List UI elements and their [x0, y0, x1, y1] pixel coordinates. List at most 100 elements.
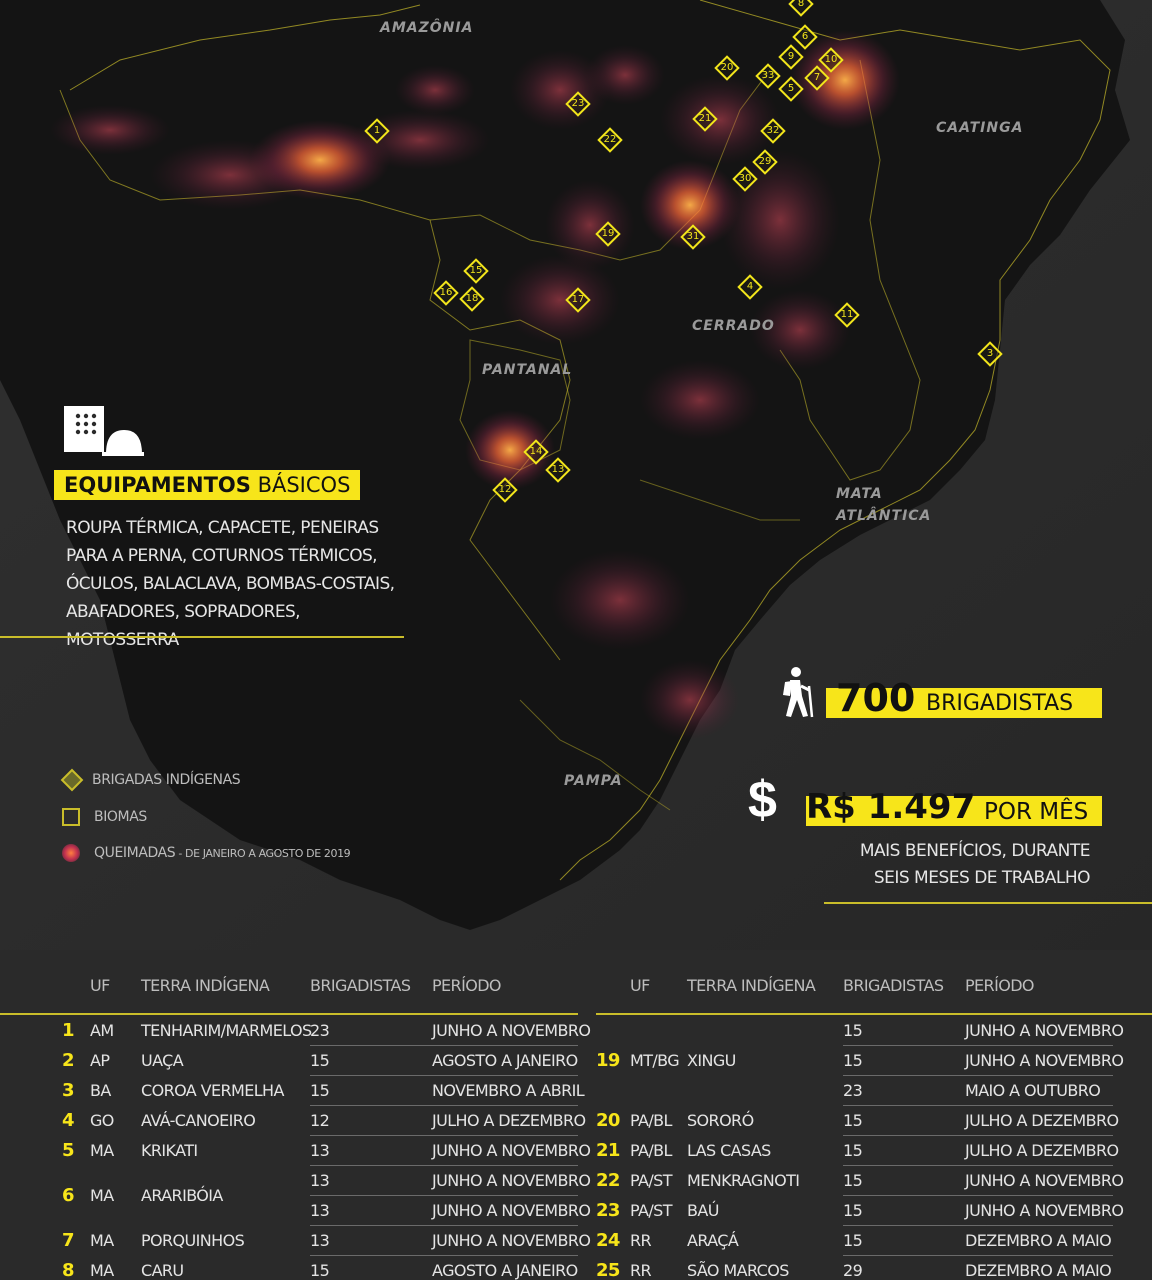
row-terra: PORQUINHOS	[141, 1231, 245, 1250]
row-brigadistas: 15	[843, 1171, 863, 1190]
row-periodo: DEZEMBRO A MAIO	[965, 1231, 1112, 1250]
brigade-marker[interactable]: 23	[565, 91, 591, 117]
row-number: 20	[596, 1110, 620, 1131]
row-periodo: AGOSTO A JANEIRO	[432, 1051, 578, 1070]
brigade-marker[interactable]: 16	[433, 280, 459, 306]
brigade-marker[interactable]: 20	[714, 55, 740, 81]
square-icon	[62, 808, 80, 826]
legend-label: QUEIMADAS	[94, 845, 176, 861]
row-periodo: JUNHO A NOVEMBRO	[965, 1171, 1124, 1190]
brigade-marker[interactable]: 33	[755, 63, 781, 89]
row-terra: AVÁ-CANOEIRO	[141, 1111, 256, 1130]
table-header-uf: UF	[630, 976, 650, 995]
row-brigadistas: 15	[310, 1081, 330, 1100]
brigade-marker[interactable]: 14	[523, 439, 549, 465]
brigade-marker[interactable]: 32	[760, 118, 786, 144]
brigade-marker[interactable]: 8	[788, 0, 814, 17]
biome-label-caatinga: CAATINGA	[936, 120, 1024, 136]
row-brigadistas: 15	[310, 1261, 330, 1280]
equipment-line: ROUPA TÉRMICA, CAPACETE, PENEIRAS	[66, 518, 379, 538]
brigade-marker[interactable]: 9	[778, 44, 804, 70]
brigade-marker[interactable]: 31	[680, 224, 706, 250]
row-periodo: JUNHO A NOVEMBRO	[432, 1201, 591, 1220]
brigade-marker[interactable]: 22	[597, 127, 623, 153]
brigade-marker[interactable]: 13	[545, 457, 571, 483]
brigade-marker[interactable]: 15	[463, 258, 489, 284]
brigades-table-left: UF TERRA INDÍGENA BRIGADISTAS PERÍODO 1 …	[0, 968, 591, 1280]
row-terra: SÃO MARCOS	[687, 1261, 789, 1280]
row-number: 3	[62, 1080, 75, 1101]
row-brigadistas: 15	[310, 1051, 330, 1070]
brigade-marker[interactable]: 11	[834, 302, 860, 328]
brigade-marker[interactable]: 3	[977, 341, 1003, 367]
row-brigadistas: 15	[843, 1051, 863, 1070]
row-uf: PA/BL	[630, 1141, 672, 1160]
brigade-marker[interactable]: 6	[792, 24, 818, 50]
row-number: 2	[62, 1050, 75, 1071]
brigade-marker[interactable]: 21	[692, 106, 718, 132]
row-divider	[310, 1075, 578, 1076]
salary-stat: R$ 1.497 POR MÊS	[806, 787, 1102, 827]
brigade-marker[interactable]: 19	[595, 221, 621, 247]
row-periodo: JUNHO A NOVEMBRO	[432, 1141, 591, 1160]
row-divider	[310, 1195, 578, 1196]
table-header-uf: UF	[90, 976, 110, 995]
row-number: 21	[596, 1140, 620, 1161]
table-row: 21 PA/BL LAS CASAS 15 JULHO A DEZEMBRO	[596, 1136, 1152, 1166]
row-periodo: JUNHO A NOVEMBRO	[965, 1021, 1124, 1040]
row-number: 4	[62, 1110, 75, 1131]
brigade-marker[interactable]: 5	[778, 76, 804, 102]
biome-label-pantanal: PANTANAL	[482, 362, 573, 378]
brigade-marker[interactable]: 29	[752, 149, 778, 175]
row-periodo: DEZEMBRO A MAIO	[965, 1261, 1112, 1280]
row-uf: PA/ST	[630, 1201, 673, 1220]
brigade-marker[interactable]: 17	[565, 287, 591, 313]
row-divider	[310, 1105, 578, 1106]
row-number: 22	[596, 1170, 620, 1191]
equipment-line: ÓCULOS, BALACLAVA, BOMBAS-COSTAIS,	[66, 574, 395, 594]
row-number: 8	[62, 1260, 75, 1280]
row-periodo: JULHO A DEZEMBRO	[432, 1111, 586, 1130]
table-row: 1 AM TENHARIM/MARMELOS 23 JUNHO A NOVEMB…	[0, 1016, 591, 1046]
equipment-list: ROUPA TÉRMICA, CAPACETE, PENEIRAS PARA A…	[66, 514, 406, 654]
row-uf: AM	[90, 1021, 114, 1040]
legend-label: BIOMAS	[94, 809, 147, 825]
row-terra: XINGU	[687, 1051, 736, 1070]
row-brigadistas: 13	[310, 1171, 330, 1190]
table-header-periodo: PERÍODO	[965, 976, 1035, 995]
brigade-marker[interactable]: 30	[732, 166, 758, 192]
row-divider	[843, 1195, 1113, 1196]
row-uf: MA	[90, 1186, 114, 1205]
legend-label: BRIGADAS INDÍGENAS	[92, 772, 241, 788]
brigade-marker[interactable]: 4	[737, 274, 763, 300]
row-terra: LAS CASAS	[687, 1141, 771, 1160]
equipment-title-rest: BÁSICOS	[250, 473, 351, 497]
table-header-brigadistas: BRIGADISTAS	[843, 976, 944, 995]
row-divider	[310, 1045, 578, 1046]
brigade-marker[interactable]: 1	[364, 118, 390, 144]
biome-label-mata-atlantica: MATA	[836, 486, 883, 502]
row-brigadistas: 23	[310, 1021, 330, 1040]
row-divider	[843, 1165, 1113, 1166]
row-terra: CARU	[141, 1261, 184, 1280]
brigade-marker[interactable]: 12	[492, 477, 518, 503]
fire-dot-icon	[62, 844, 80, 862]
table-row: 24 RR ARAÇÁ 15 DEZEMBRO A MAIO	[596, 1226, 1152, 1256]
brigade-marker[interactable]: 18	[459, 286, 485, 312]
table-row: 4 GO AVÁ-CANOEIRO 12 JULHO A DEZEMBRO	[0, 1106, 586, 1136]
brigade-marker[interactable]: 10	[818, 47, 844, 73]
equipment-line: ABAFADORES, SOPRADORES, MOTOSSERRA	[66, 602, 301, 650]
biome-label-cerrado: CERRADO	[692, 318, 775, 334]
row-terra: SORORÓ	[687, 1111, 754, 1130]
table-header-periodo: PERÍODO	[432, 976, 502, 995]
biome-label-amazonia: AMAZÔNIA	[380, 20, 474, 36]
table-row: 7 MA PORQUINHOS 13 JUNHO A NOVEMBRO	[0, 1226, 591, 1256]
table-row: 23 PA/ST BAÚ 15 JUNHO A NOVEMBRO	[596, 1196, 1152, 1226]
row-uf: GO	[90, 1111, 114, 1130]
row-periodo: JUNHO A NOVEMBRO	[432, 1231, 591, 1250]
row-number: 5	[62, 1140, 75, 1161]
table-row: 8 MA CARU 15 AGOSTO A JANEIRO	[0, 1256, 580, 1280]
row-periodo: JULHO A DEZEMBRO	[965, 1111, 1119, 1130]
brigade-marker[interactable]: 7	[804, 65, 830, 91]
